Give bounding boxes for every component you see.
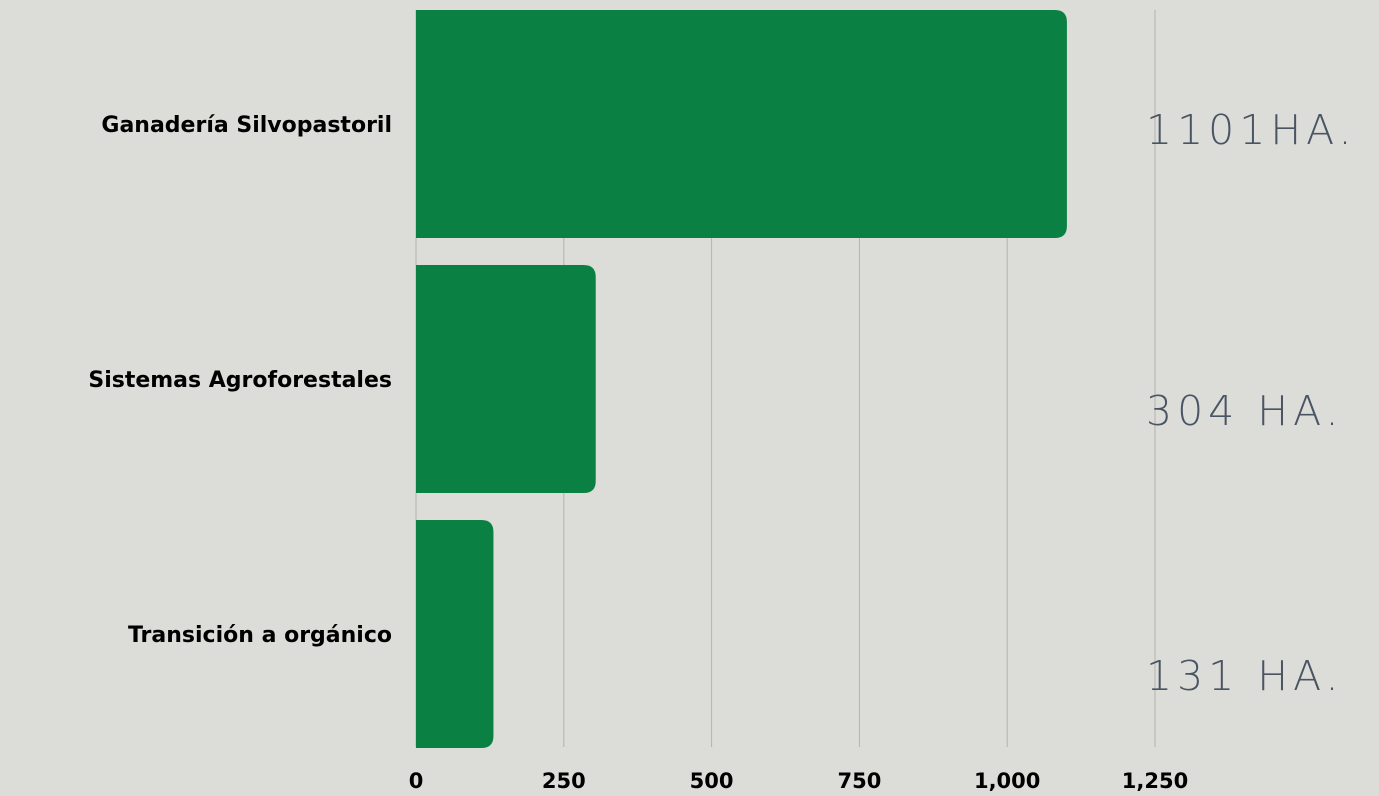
x-tick-label: 1,250 xyxy=(1122,769,1188,793)
x-axis-ticks: 0 250 500 750 1,000 1,250 xyxy=(409,769,1189,793)
category-labels: Ganadería Silvopastoril Sistemas Agrofore… xyxy=(88,113,392,648)
bar xyxy=(416,10,1067,238)
bar-annotations: 1101HA. 304 HA. 131 HA. xyxy=(1146,106,1357,700)
value-annotation: 1101HA. xyxy=(1146,106,1357,154)
x-tick-label: 750 xyxy=(837,769,881,793)
x-tick-label: 1,000 xyxy=(974,769,1040,793)
bars xyxy=(416,10,1067,748)
bar xyxy=(416,265,596,493)
x-tick-label: 500 xyxy=(690,769,734,793)
value-annotation: 304 HA. xyxy=(1146,387,1343,435)
bar xyxy=(416,520,494,748)
category-label: Ganadería Silvopastoril xyxy=(101,113,392,138)
category-label: Sistemas Agroforestales xyxy=(88,368,392,393)
x-tick-label: 250 xyxy=(542,769,586,793)
category-label: Transición a orgánico xyxy=(128,623,392,648)
x-tick-label: 0 xyxy=(409,769,424,793)
value-annotation: 131 HA. xyxy=(1146,652,1343,700)
